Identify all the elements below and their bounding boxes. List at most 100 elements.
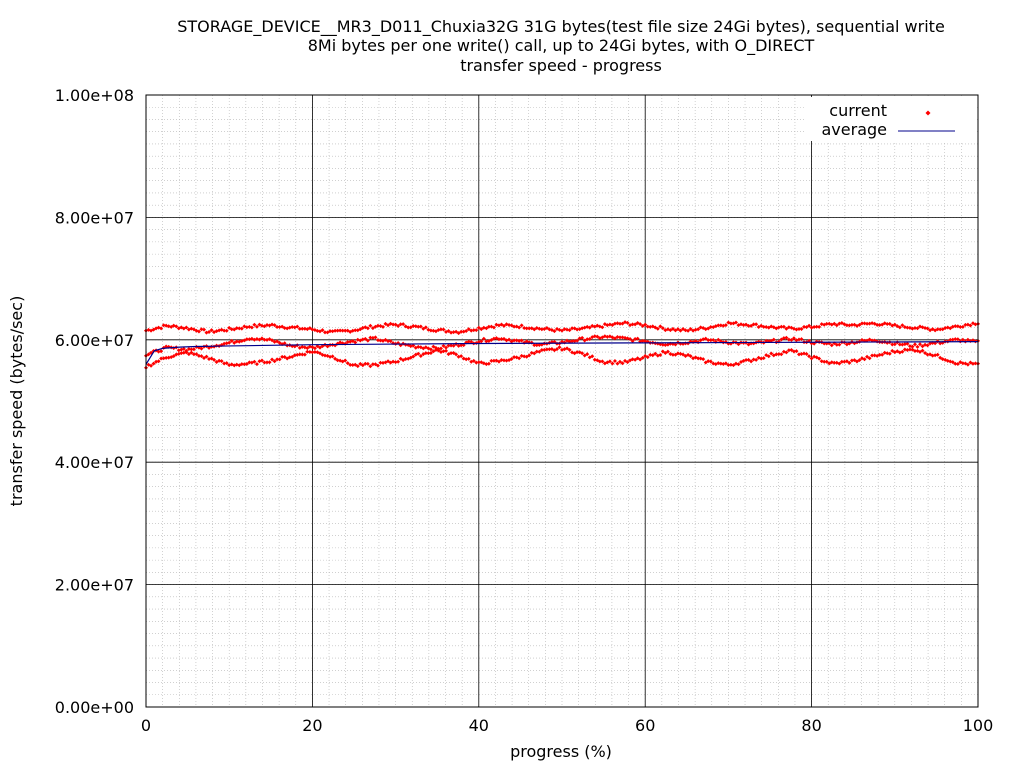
current-point	[363, 361, 368, 366]
current-point	[620, 335, 625, 340]
current-point	[441, 327, 446, 332]
current-point	[454, 352, 459, 357]
current-point	[779, 352, 784, 357]
current-point	[270, 357, 275, 362]
current-point	[796, 326, 801, 331]
current-point	[393, 360, 398, 365]
current-point	[151, 361, 156, 366]
current-point	[660, 342, 665, 347]
current-point	[519, 323, 524, 328]
current-point	[451, 330, 456, 335]
current-point	[489, 358, 494, 363]
current-point	[537, 342, 542, 347]
current-point	[575, 338, 580, 343]
current-point	[948, 326, 953, 331]
current-point	[413, 324, 418, 329]
current-point	[761, 324, 766, 329]
current-point	[277, 357, 282, 362]
current-point	[534, 349, 539, 354]
legend: current average	[806, 97, 976, 141]
current-point	[375, 323, 380, 328]
current-point	[766, 354, 771, 359]
current-point	[754, 322, 759, 327]
current-point	[307, 344, 312, 349]
current-point	[512, 324, 517, 329]
current-point	[716, 323, 721, 328]
y-tick-label: 6.00e+07	[55, 331, 134, 350]
current-point	[522, 326, 527, 331]
current-point	[948, 359, 953, 364]
current-point	[761, 356, 766, 361]
current-point	[950, 337, 955, 342]
current-point	[890, 342, 895, 347]
current-point	[612, 358, 617, 363]
current-point	[784, 335, 789, 340]
current-point	[259, 358, 264, 363]
current-point	[426, 351, 431, 356]
current-point	[486, 361, 491, 366]
current-point	[244, 337, 249, 342]
current-point	[557, 345, 562, 350]
current-point	[295, 324, 300, 329]
current-point	[522, 354, 527, 359]
current-point	[638, 357, 643, 362]
current-point	[310, 327, 315, 332]
x-tick-label: 20	[302, 716, 322, 735]
current-point	[754, 357, 759, 362]
current-point	[428, 347, 433, 352]
current-point	[645, 324, 650, 329]
current-point	[496, 337, 501, 342]
x-tick-label: 0	[141, 716, 151, 735]
y-tick-label: 4.00e+07	[55, 453, 134, 472]
current-point	[865, 354, 870, 359]
current-point	[812, 325, 817, 330]
current-point	[817, 324, 822, 329]
current-point	[915, 326, 920, 331]
series-current-points	[144, 320, 980, 370]
current-point	[807, 323, 812, 328]
current-point	[438, 346, 443, 351]
current-point	[948, 337, 953, 342]
current-point	[353, 328, 358, 333]
y-tick-label: 1.00e+08	[55, 86, 134, 105]
current-point	[776, 352, 781, 357]
current-point	[607, 359, 612, 364]
current-point	[547, 347, 552, 352]
current-point	[617, 335, 622, 340]
current-point	[837, 361, 842, 366]
current-point	[254, 324, 259, 329]
current-point	[277, 324, 282, 329]
current-point	[635, 336, 640, 341]
current-point	[287, 355, 292, 360]
current-point	[449, 343, 454, 348]
current-point	[935, 352, 940, 357]
current-point	[824, 359, 829, 364]
current-point	[842, 359, 847, 364]
current-point	[733, 320, 738, 325]
current-point	[418, 324, 423, 329]
current-point	[580, 351, 585, 356]
current-point	[312, 346, 317, 351]
current-point	[171, 354, 176, 359]
current-point	[446, 343, 451, 348]
current-point	[368, 323, 373, 328]
current-point	[239, 362, 244, 367]
current-point	[867, 356, 872, 361]
current-point	[585, 352, 590, 357]
current-point	[955, 362, 960, 367]
current-point	[297, 326, 302, 331]
current-point	[829, 343, 834, 348]
current-point	[300, 326, 305, 331]
current-point	[159, 349, 164, 354]
current-point	[912, 342, 917, 347]
current-point	[375, 363, 380, 368]
current-point	[784, 350, 789, 355]
current-point	[857, 322, 862, 327]
current-point	[577, 336, 582, 341]
current-point	[716, 361, 721, 366]
current-point	[451, 343, 456, 348]
current-point	[149, 363, 154, 368]
current-point	[350, 363, 355, 368]
x-tick-label: 100	[963, 716, 994, 735]
